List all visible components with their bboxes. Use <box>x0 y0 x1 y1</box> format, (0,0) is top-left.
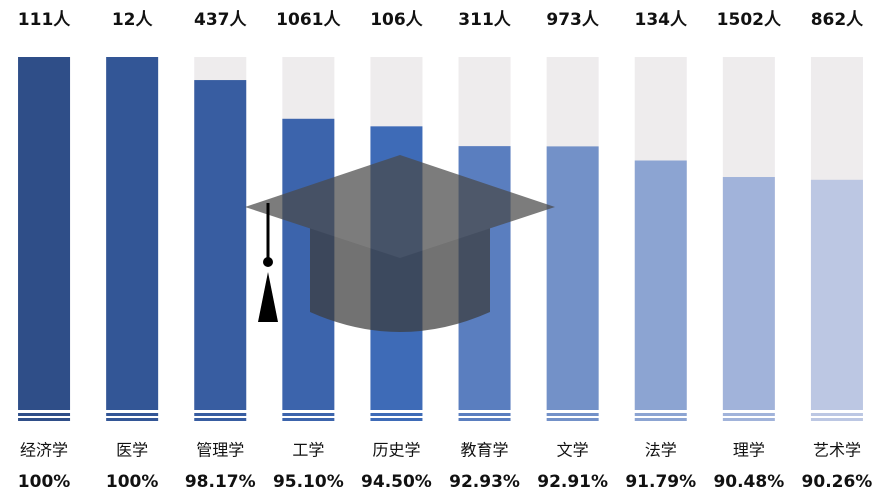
bar-base <box>810 418 863 421</box>
category-label: 管理学 <box>196 441 244 460</box>
count-label: 12人 <box>112 10 154 30</box>
count-label: 1061人 <box>276 10 341 30</box>
count-label: 311人 <box>458 10 511 30</box>
bar-base <box>18 418 71 421</box>
value-label: 100% <box>106 472 159 492</box>
value-label: 90.48% <box>713 472 784 492</box>
bar-base <box>18 413 71 416</box>
bar-base <box>458 413 511 416</box>
value-label: 100% <box>18 472 71 492</box>
value-label: 94.50% <box>361 472 432 492</box>
bar <box>634 160 687 410</box>
bar-base <box>458 418 511 421</box>
tassel <box>258 203 278 322</box>
value-label: 98.17% <box>185 472 256 492</box>
bar-base <box>194 413 247 416</box>
bar-base <box>546 413 599 416</box>
bar <box>194 80 247 410</box>
cap-top <box>245 155 555 258</box>
value-label: 92.93% <box>449 472 520 492</box>
bar-base <box>282 418 335 421</box>
value-label: 90.26% <box>802 472 873 492</box>
bar-base <box>634 418 687 421</box>
bar <box>106 57 159 410</box>
category-label: 历史学 <box>372 441 420 460</box>
bar <box>810 179 863 410</box>
bar-base <box>810 413 863 416</box>
bar-base <box>722 413 775 416</box>
bar <box>546 146 599 410</box>
category-label: 教育学 <box>461 441 509 460</box>
bar-base <box>634 413 687 416</box>
bar-base <box>370 413 423 416</box>
count-label: 106人 <box>370 10 423 30</box>
category-label: 法学 <box>645 441 677 460</box>
bar-base <box>282 413 335 416</box>
category-label: 经济学 <box>20 441 68 460</box>
category-label: 理学 <box>733 441 765 460</box>
bar-base <box>370 418 423 421</box>
category-label: 医学 <box>116 441 148 460</box>
graduation-cap <box>245 155 555 332</box>
cap-base <box>310 228 490 332</box>
value-label: 92.91% <box>537 472 608 492</box>
count-label: 437人 <box>194 10 247 30</box>
bar-base <box>106 418 159 421</box>
category-label: 工学 <box>292 441 324 460</box>
count-label: 1502人 <box>717 10 782 30</box>
count-label: 111人 <box>18 10 71 30</box>
category-label: 文学 <box>557 441 589 460</box>
bar <box>722 177 775 410</box>
value-label: 91.79% <box>625 472 696 492</box>
category-label: 艺术学 <box>813 441 861 460</box>
bar-base <box>194 418 247 421</box>
value-label: 95.10% <box>273 472 344 492</box>
bar-base <box>722 418 775 421</box>
bar <box>18 57 71 410</box>
bar-base <box>106 413 159 416</box>
bar-base <box>546 418 599 421</box>
count-label: 973人 <box>546 10 599 30</box>
count-label: 134人 <box>635 10 688 30</box>
tassel-knot <box>263 257 273 267</box>
tassel-end <box>258 272 278 322</box>
count-label: 862人 <box>811 10 864 30</box>
